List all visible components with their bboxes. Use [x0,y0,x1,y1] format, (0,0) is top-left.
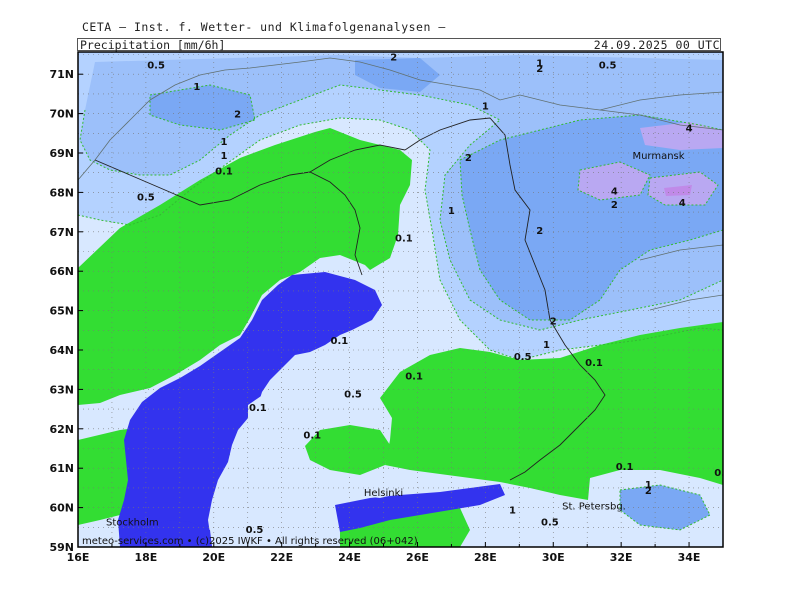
contour-label: 2 [465,153,472,164]
contour-label: 2 [234,110,241,121]
lat-label: 65N [49,305,74,318]
lon-label: 16E [67,551,90,564]
contour-label: 0. [714,468,725,479]
map-layers [78,52,723,547]
lat-label: 59N [49,541,74,554]
variable-label: Precipitation [mm/6h] [80,38,226,52]
contour-label: 1 [448,206,455,217]
precip-area-max [664,185,692,196]
precip-area-2-west [150,85,255,130]
lon-label: 28E [474,551,497,564]
contour-label: 0.5 [147,60,165,71]
city-label-stockholm: Stockholm [106,517,159,528]
contour-label: 2 [536,226,543,237]
city-labels: Murmansk Helsinki St. Petersbg. Stockholm [106,151,685,528]
contour-label: 0.1 [395,234,413,245]
coastline-norway [78,57,723,181]
precip-patches [248,365,405,498]
city-label-helsinki: Helsinki [364,488,403,499]
border-norway-sweden [94,159,363,276]
axis-ticks [77,73,724,548]
lat-label: 64N [49,344,74,357]
contour-label: 4 [611,186,618,197]
city-label-murmansk: Murmansk [632,151,684,162]
contour-label: 1 [220,151,227,162]
valid-time: 24.09.2025 00 UTC [593,38,720,52]
contour-label: 0.1 [616,462,634,473]
lon-label: 26E [406,551,429,564]
precip-patch-helsinki [350,470,405,498]
border-norway-finland [309,144,406,173]
sea-baltic [120,520,212,547]
contour-label: 2 [550,316,557,327]
precip-area-2-east [460,115,723,320]
contour-label: 0.1 [249,403,267,414]
lon-label: 20E [202,551,225,564]
longitude-labels: 16E 18E 20E 22E 24E 26E 28E 30E 32E 34E [67,551,701,564]
lon-label: 18E [134,551,157,564]
precip-area-4-a [578,162,650,200]
boundaries [78,57,723,481]
map-frame [77,51,724,548]
lon-label: 22E [270,551,293,564]
contour-label: 0.5 [599,60,617,71]
contour-label: 2 [611,200,618,211]
contour-label: 2 [645,486,652,497]
contour-label: 1 [543,340,550,351]
border-finland-russia [404,117,606,481]
dry-area-finland-south [380,322,723,500]
contour-label: 0.5 [246,525,264,536]
lat-label: 68N [49,186,74,199]
contour-label: 0.5 [344,389,362,400]
chart-title: CETA — Inst. f. Wetter- und Klimafolgena… [82,20,446,34]
lat-label: 70N [49,108,74,121]
contour-label: 4 [686,123,693,134]
header-frame [77,38,721,51]
contour-label: 1 [220,137,227,148]
dry-area-sweden-lapland [78,128,412,405]
lat-label: 63N [49,383,74,396]
latitude-labels: 71N 70N 69N 68N 67N 66N 65N 64N 63N 62N 61N 60N 59N [49,68,74,554]
lon-label: 30E [542,551,565,564]
lat-label: 69N [49,147,74,160]
contour-label: 1 [645,480,652,491]
coastline-kola [599,91,723,111]
contour-label: 2 [390,52,397,63]
lat-label: 66N [49,265,74,278]
contour-label: 0.5 [541,517,559,528]
city-label-st-petersbg: St. Petersbg. [562,502,626,513]
copyright-footer: meteo-services.com • (c)2025 IWKF • All … [82,536,418,547]
contour-label: 0.5 [514,352,532,363]
lon-label: 32E [610,551,633,564]
precip-area-4-c [640,122,723,150]
lat-label: 71N [49,68,74,81]
contour-label: 1 [536,58,543,69]
contour-label: 0.5 [137,192,155,203]
lon-label: 24E [338,551,361,564]
sea-gulf-of-finland [335,484,505,532]
precip-area-2-southeast [620,485,710,530]
contour-label: 0.1 [303,431,321,442]
lat-label: 62N [49,423,74,436]
contour-label: 0.1 [405,372,423,383]
contour-label: 1 [193,82,200,93]
contour-label: 1 [482,102,489,113]
lon-label: 34E [678,551,701,564]
contour-label: 0.1 [331,336,349,347]
contour-label: 1 [509,506,516,517]
lat-label: 60N [49,502,74,515]
contour-label: 0.1 [215,167,233,178]
coastline-white-sea [639,244,723,311]
contour-label: 2 [536,64,543,75]
contour-lines [78,84,723,531]
contour-label: 0.1 [585,358,603,369]
contour-label: 4 [679,198,686,209]
precip-patch-aland [248,390,295,432]
lat-label: 67N [49,226,74,239]
precip-patch-quark [292,365,332,395]
lat-label: 61N [49,462,74,475]
dry-area-gulf-coast [305,425,390,475]
